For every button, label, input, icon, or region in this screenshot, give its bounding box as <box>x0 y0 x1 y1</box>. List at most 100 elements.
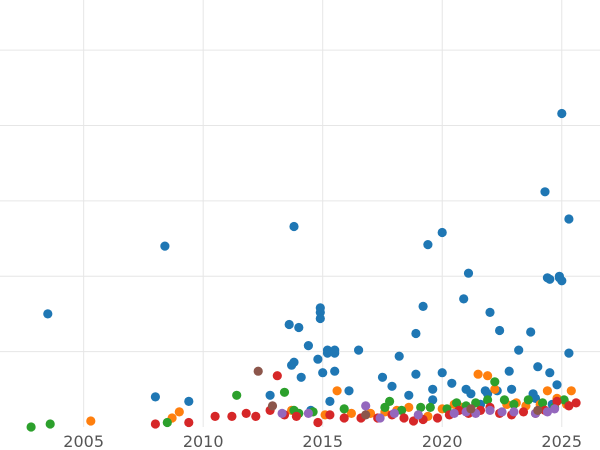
data-point-s1-10 <box>404 402 414 412</box>
data-point-s1-25 <box>566 386 576 396</box>
data-point-s1-5 <box>332 386 342 396</box>
data-point-s2-13 <box>425 402 435 412</box>
data-point-s5-1 <box>267 401 278 411</box>
data-point-s2-18 <box>483 395 493 405</box>
data-points <box>26 108 581 432</box>
data-point-s0-59 <box>545 274 555 284</box>
data-point-s0-48 <box>495 325 505 336</box>
data-point-s4-10 <box>497 407 507 417</box>
data-point-s2-15 <box>452 398 462 408</box>
data-point-s0-11 <box>303 341 313 351</box>
data-point-s1-0 <box>86 416 96 426</box>
data-point-s3-27 <box>518 407 529 417</box>
data-point-s0-37 <box>437 227 447 238</box>
grid <box>0 0 600 427</box>
data-point-s5-0 <box>253 366 263 376</box>
x-tick-label-2025: 2025 <box>541 432 582 450</box>
data-point-s0-42 <box>466 389 476 399</box>
data-point-s0-35 <box>428 395 438 405</box>
data-point-s0-67 <box>564 348 574 358</box>
data-point-s5-4 <box>533 405 543 415</box>
data-point-s1-2 <box>174 407 184 417</box>
data-point-s2-4 <box>279 387 290 397</box>
data-point-s2-10 <box>385 396 395 406</box>
x-axis: 2005 2010 2015 2020 2025 <box>63 432 582 450</box>
data-point-s2-23 <box>538 398 548 408</box>
data-point-s1-6 <box>346 408 356 418</box>
data-point-s0-19 <box>322 348 333 358</box>
data-point-s0-39 <box>459 294 469 304</box>
data-point-s0-61 <box>552 380 562 390</box>
x-tick-label-2010: 2010 <box>183 432 224 450</box>
data-point-s0-50 <box>507 384 517 394</box>
data-point-s0-41 <box>463 268 474 278</box>
data-point-s0-4 <box>265 390 275 400</box>
data-point-s0-26 <box>377 372 388 382</box>
data-point-s5-2 <box>361 410 371 420</box>
data-point-s3-0 <box>150 419 160 429</box>
data-point-s2-12 <box>416 402 426 412</box>
data-point-s2-19 <box>490 377 500 387</box>
data-point-s1-16 <box>483 371 493 381</box>
data-point-s0-22 <box>330 348 340 358</box>
data-point-s2-21 <box>509 399 519 409</box>
data-point-s3-11 <box>325 410 335 420</box>
data-point-s0-23 <box>330 366 340 376</box>
data-point-s2-2 <box>162 417 172 428</box>
data-point-s0-20 <box>325 396 335 406</box>
data-point-s0-66 <box>564 214 574 224</box>
data-point-s0-10 <box>296 372 306 382</box>
data-point-s0-7 <box>289 221 299 232</box>
data-point-s2-8 <box>339 404 349 414</box>
data-point-s3-32 <box>571 398 581 408</box>
data-point-s3-9 <box>291 411 301 421</box>
x-tick-label-2020: 2020 <box>422 432 463 450</box>
x-tick-label-2015: 2015 <box>302 432 343 450</box>
data-point-s3-30 <box>552 396 562 406</box>
data-point-s0-17 <box>318 368 328 378</box>
data-point-s3-19 <box>432 413 443 423</box>
data-point-s0-31 <box>411 369 421 379</box>
data-point-s0-64 <box>557 276 567 286</box>
data-point-s0-1 <box>150 392 160 402</box>
data-point-s4-5 <box>413 410 423 420</box>
data-point-s0-16 <box>315 313 325 324</box>
data-point-s3-31 <box>564 401 574 411</box>
data-point-s4-1 <box>303 408 313 418</box>
data-point-s0-46 <box>485 307 495 317</box>
data-point-s3-4 <box>241 408 251 418</box>
data-point-s4-13 <box>542 407 553 417</box>
data-point-s3-5 <box>251 411 261 421</box>
data-point-s0-28 <box>394 351 404 361</box>
data-point-s0-52 <box>526 327 536 337</box>
data-point-s4-9 <box>485 405 495 415</box>
data-point-s2-22 <box>523 395 533 405</box>
data-point-s0-24 <box>344 386 354 396</box>
data-point-s0-29 <box>404 390 414 400</box>
data-point-s0-65 <box>557 108 567 119</box>
data-point-s0-38 <box>447 378 457 388</box>
x-tick-label-2005: 2005 <box>63 432 104 450</box>
data-point-s3-12 <box>339 413 349 423</box>
data-point-s4-0 <box>277 408 287 418</box>
data-point-s3-3 <box>227 411 237 421</box>
data-point-s0-13 <box>313 354 323 364</box>
data-point-s3-16 <box>399 413 409 423</box>
data-point-s0-8 <box>289 357 299 367</box>
data-point-s0-51 <box>514 345 524 355</box>
data-point-s4-14 <box>550 404 560 414</box>
data-point-s1-15 <box>473 369 483 379</box>
data-point-s0-58 <box>545 368 555 378</box>
data-point-s0-55 <box>533 362 543 372</box>
data-point-s5-3 <box>466 404 476 414</box>
data-point-s0-30 <box>411 328 421 339</box>
data-point-s0-27 <box>387 381 397 391</box>
data-point-s4-2 <box>361 401 371 411</box>
data-point-s0-9 <box>294 322 304 333</box>
data-point-s0-33 <box>423 240 433 250</box>
data-point-s4-4 <box>389 408 399 418</box>
data-point-s2-20 <box>499 395 509 405</box>
data-point-s0-36 <box>437 368 447 378</box>
data-point-s0-32 <box>418 301 428 311</box>
